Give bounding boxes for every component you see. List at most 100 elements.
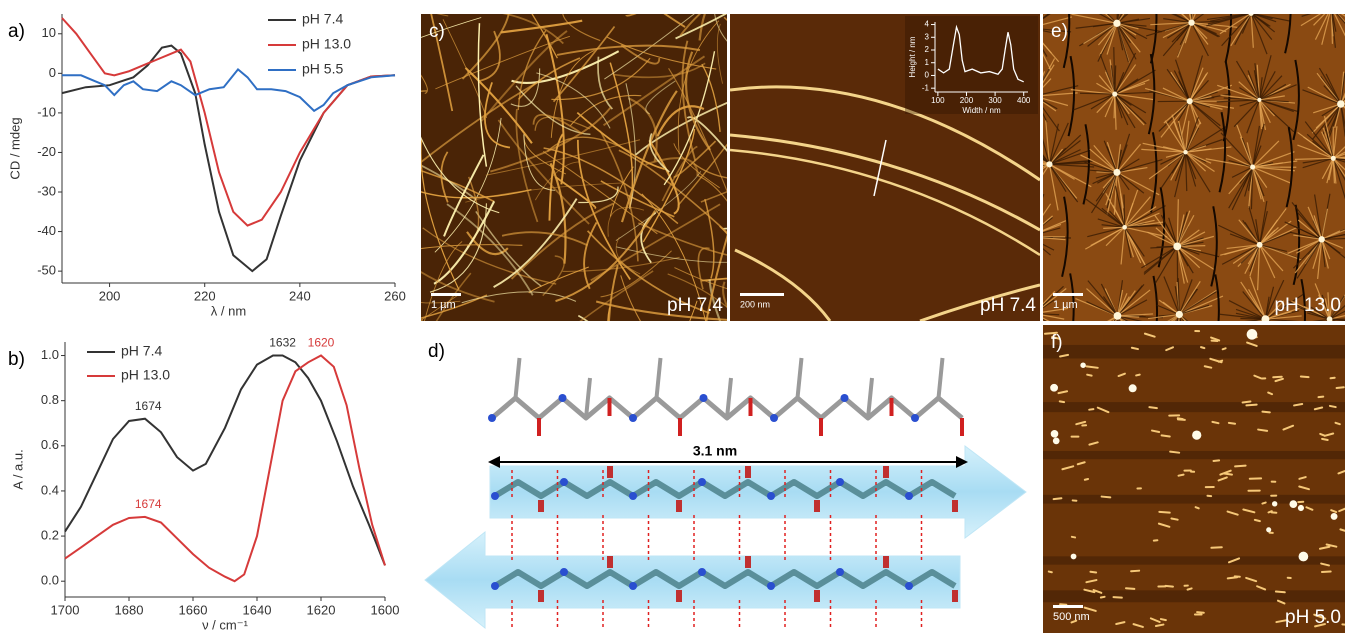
- y-tick-label: -20: [37, 144, 56, 159]
- x-tick-label: 1680: [115, 602, 144, 617]
- nitrogen: [767, 582, 775, 590]
- x-tick-label: 1620: [307, 602, 336, 617]
- y-tick-label: 0: [49, 65, 56, 80]
- particle: [1255, 520, 1260, 521]
- fibril: [1251, 0, 1275, 13]
- particle: [1126, 588, 1134, 589]
- y-tick-label: -40: [37, 223, 56, 238]
- fibril: [1331, 0, 1345, 7]
- particle: [1205, 366, 1212, 367]
- fibril: [1205, 11, 1251, 13]
- carbonyl: [952, 500, 958, 512]
- particle: [1235, 466, 1246, 467]
- nitrogen: [767, 492, 775, 500]
- particle: [1257, 242, 1263, 248]
- fiber: [389, 153, 417, 297]
- particle: [1262, 503, 1265, 504]
- x-axis-label: Width / nm: [962, 106, 1001, 115]
- y-tick-label: -10: [37, 104, 56, 119]
- particle: [1261, 315, 1269, 323]
- particle: [1331, 156, 1336, 161]
- particle: [1318, 397, 1323, 398]
- condition-label: pH 13.0: [1274, 295, 1341, 316]
- legend-label: pH 7.4: [302, 11, 343, 27]
- particle: [1113, 169, 1120, 176]
- x-tick-label: 1600: [371, 602, 400, 617]
- side-chain: [798, 358, 802, 398]
- fibril: [1314, 0, 1331, 7]
- particle: [1049, 572, 1052, 573]
- nitrogen: [911, 414, 919, 422]
- nitrogen: [836, 478, 844, 486]
- particle: [1171, 518, 1177, 519]
- particle: [1080, 363, 1085, 368]
- particle: [1102, 497, 1111, 498]
- particle: [1219, 361, 1222, 362]
- streak: [1043, 345, 1345, 359]
- particle: [1090, 572, 1096, 573]
- fibril: [1331, 0, 1333, 7]
- y-tick-label: 2: [925, 45, 930, 54]
- fibril: [1320, 0, 1331, 7]
- particle: [1330, 406, 1336, 407]
- fibril: [1243, 0, 1251, 13]
- particle: [1331, 513, 1338, 520]
- particle: [1087, 375, 1091, 376]
- x-tick-label: 200: [99, 288, 121, 303]
- peak-label: 1620: [308, 336, 335, 350]
- fibril: [1331, 0, 1345, 7]
- y-tick-label: -1: [922, 83, 930, 92]
- fibril: [1080, 93, 1115, 94]
- particle: [1054, 498, 1062, 499]
- fibril: [1319, 0, 1332, 7]
- particle: [1089, 409, 1093, 410]
- nitrogen: [770, 414, 778, 422]
- x-tick-label: 400: [1017, 96, 1031, 105]
- particle: [1273, 377, 1282, 378]
- y-axis-label: CD / mdeg: [7, 117, 22, 179]
- fiber: [350, 320, 422, 336]
- legend-label: pH 13.0: [302, 36, 351, 52]
- page: 3.1 nm d) c)1 µmpH 7.4200 nmpH 7.4e)1 µm…: [0, 0, 1345, 633]
- legend-label: pH 5.5: [302, 61, 343, 77]
- carbonyl: [745, 556, 751, 568]
- peak-label: 1632: [269, 336, 296, 350]
- particle: [1176, 311, 1183, 318]
- particle: [1257, 98, 1261, 102]
- particle: [1262, 412, 1269, 413]
- x-tick-label: 1660: [179, 602, 208, 617]
- legend-label: pH 7.4: [121, 343, 162, 359]
- particle: [1179, 475, 1184, 476]
- particle: [1136, 375, 1140, 376]
- x-tick-label: 200: [960, 96, 974, 105]
- fibril: [1331, 0, 1345, 7]
- scale-bar: [1053, 605, 1083, 608]
- particle: [1229, 423, 1235, 424]
- nitrogen: [629, 582, 637, 590]
- carbonyl: [883, 556, 889, 568]
- y-tick-label: 0.4: [41, 482, 59, 497]
- particle: [1289, 500, 1297, 508]
- particle: [1113, 597, 1121, 598]
- y-tick-label: 0: [925, 71, 930, 80]
- y-tick-label: 1.0: [41, 347, 59, 362]
- fibril: [1210, 0, 1251, 13]
- fiber: [578, 316, 636, 400]
- panel-label: e): [1051, 21, 1068, 42]
- particle: [1249, 11, 1254, 16]
- fibril: [1313, 0, 1331, 7]
- nitrogen: [488, 414, 496, 422]
- fibril: [1331, 0, 1345, 7]
- carbonyl: [883, 466, 889, 478]
- fiber: [568, 322, 579, 465]
- carbonyl: [814, 590, 820, 602]
- y-axis-label: Height / nm: [908, 36, 917, 77]
- y-tick-label: 10: [42, 25, 56, 40]
- particle: [1337, 387, 1344, 388]
- particle: [1192, 430, 1201, 439]
- particle: [1250, 165, 1255, 170]
- particle: [1131, 571, 1139, 572]
- particle: [1114, 312, 1122, 320]
- nitrogen: [560, 478, 568, 486]
- particle: [1322, 439, 1328, 440]
